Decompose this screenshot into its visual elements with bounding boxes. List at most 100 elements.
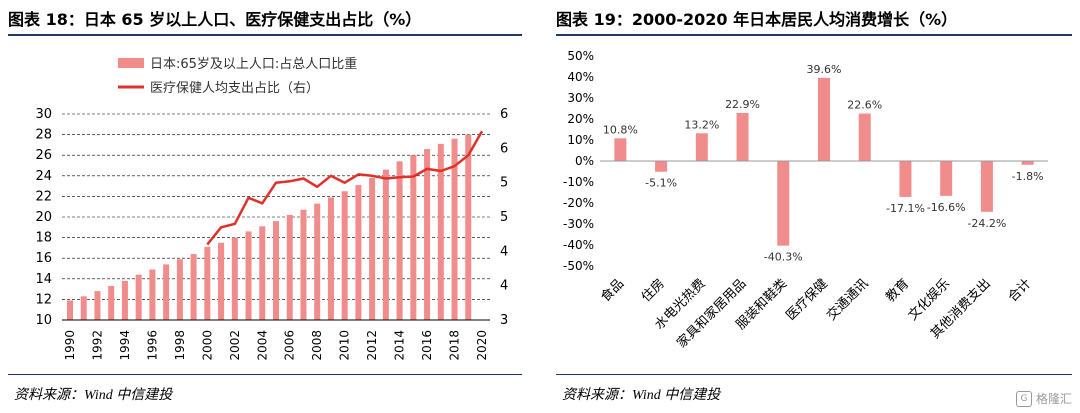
x-category-label: 住房: [638, 276, 668, 306]
line-series: [206, 130, 484, 246]
data-label: -5.1%: [645, 177, 677, 190]
bar: [899, 161, 912, 197]
bar: [424, 149, 431, 320]
y-left-tick-label: 30: [35, 107, 52, 122]
y-tick-label: -50%: [563, 259, 594, 273]
bar: [451, 138, 458, 320]
x-tick-label: 1996: [145, 330, 159, 361]
y-left-tick-label: 26: [35, 148, 52, 163]
bar: [818, 77, 830, 161]
bar: [341, 191, 348, 320]
bar: [396, 161, 403, 320]
data-label: 13.2%: [684, 118, 719, 131]
x-tick-label: 1998: [173, 330, 187, 361]
x-tick-label: 2018: [448, 330, 462, 361]
x-category-label: 合计: [1005, 276, 1034, 305]
bar: [858, 113, 871, 161]
bar: [314, 203, 321, 320]
x-tick-label: 1994: [118, 330, 132, 361]
figure-19-title: 图表 19：2000-2020 年日本居民人均消费增长（%）: [556, 10, 958, 29]
source-rule: [556, 374, 1072, 375]
x-tick-label: 2010: [338, 330, 352, 361]
bar: [382, 169, 389, 320]
data-label: -17.1%: [886, 202, 925, 215]
bar: [94, 291, 101, 320]
x-category-label: 食品: [597, 276, 627, 306]
data-label: 39.6%: [807, 63, 842, 76]
x-tick-label: 2002: [228, 330, 242, 361]
figure-18: 图表 18：日本 65 岁以上人口、医疗保健支出占比（%） 10 12 14 16 18…: [0, 0, 530, 413]
bar: [355, 185, 362, 320]
legend-label-line: 医疗保健人均支出占比（右）: [150, 81, 319, 96]
y-right-tick-label: 5: [500, 176, 508, 191]
y-tick-label: -40%: [563, 238, 594, 252]
y-right-tick-label: 6: [500, 107, 508, 122]
legend-label-bar: 日本:65岁及以上人口:占总人口比重: [150, 56, 357, 72]
x-tick-label: 2000: [200, 330, 214, 361]
x-category-label: 教育: [883, 276, 913, 306]
data-label: -24.2%: [967, 217, 1006, 230]
x-tick-label: 1992: [90, 330, 104, 361]
x-tick-label: 2016: [420, 330, 434, 361]
bar: [327, 197, 334, 320]
bar: [369, 177, 376, 320]
y-right-tick-label: 4: [500, 244, 508, 259]
bar: [245, 231, 252, 320]
figure-19-source: 资料来源：Wind 中信建投: [562, 388, 721, 403]
y-tick-label: -10%: [563, 175, 594, 189]
y-tick-label: 50%: [567, 49, 594, 63]
x-tick-label: 1990: [63, 330, 77, 361]
y-left-tick-label: 16: [35, 251, 52, 266]
x-tick-label: 2008: [310, 330, 324, 361]
x-category-label: 家具和家居用品: [674, 276, 750, 352]
y-right-tick-label: 5: [500, 210, 508, 225]
x-tick-label: 2020: [475, 330, 489, 361]
bar: [176, 259, 183, 320]
x-tick-label: 2004: [255, 330, 269, 361]
watermark-logo-icon: G: [1015, 390, 1032, 407]
chart-18: 10 12 14 16 18 20 22 24 26 28 30 3 4 4 5 5 6 6 1990 1992 199…: [35, 56, 508, 361]
y-tick-label: 10%: [567, 133, 594, 147]
bar: [437, 143, 444, 320]
y-tick-label: -20%: [563, 196, 594, 210]
source-rule: [8, 374, 522, 375]
bar: [67, 300, 73, 320]
y-left-tick-label: 12: [35, 292, 52, 307]
bar: [286, 214, 293, 320]
y-left-tick-label: 14: [35, 272, 52, 287]
figure-18-source: 资料来源：Wind 中信建投: [14, 388, 173, 403]
x-tick-label: 2012: [365, 330, 379, 361]
y-tick-label: 30%: [567, 91, 594, 105]
y-left-tick-label: 28: [35, 128, 52, 143]
y-tick-label: 20%: [567, 112, 594, 126]
data-label: 10.8%: [603, 123, 638, 136]
y-right-tick-label: 3: [500, 313, 508, 328]
bar: [695, 133, 708, 161]
y-tick-label: -30%: [563, 217, 594, 231]
figure-19: 图表 19：2000-2020 年日本居民人均消费增长（%） -50% -40% -…: [548, 0, 1080, 413]
bar: [1021, 161, 1034, 165]
bar: [204, 246, 211, 320]
title-rule: [556, 34, 1072, 36]
data-label: 22.6%: [847, 99, 882, 112]
watermark-text: 格隆汇: [1035, 392, 1072, 406]
watermark: G 格隆汇: [1015, 390, 1072, 407]
y-tick-label: 40%: [567, 70, 594, 84]
x-category-label: 交通通讯: [823, 276, 871, 324]
bar: [121, 280, 128, 320]
data-label: 22.9%: [725, 98, 760, 111]
y-left-tick-label: 10: [35, 313, 52, 328]
title-rule: [8, 34, 522, 36]
legend-swatch-bar: [118, 58, 144, 68]
bar: [614, 138, 627, 161]
bar: [940, 161, 953, 196]
bar: [135, 274, 142, 320]
bar: [465, 134, 472, 320]
data-label: -40.3%: [764, 251, 803, 264]
y-right-tick-label: 4: [500, 279, 508, 294]
bar: [777, 161, 790, 246]
bar: [231, 237, 238, 320]
bar: [655, 161, 668, 172]
bar: [736, 112, 749, 161]
bar: [163, 264, 170, 320]
